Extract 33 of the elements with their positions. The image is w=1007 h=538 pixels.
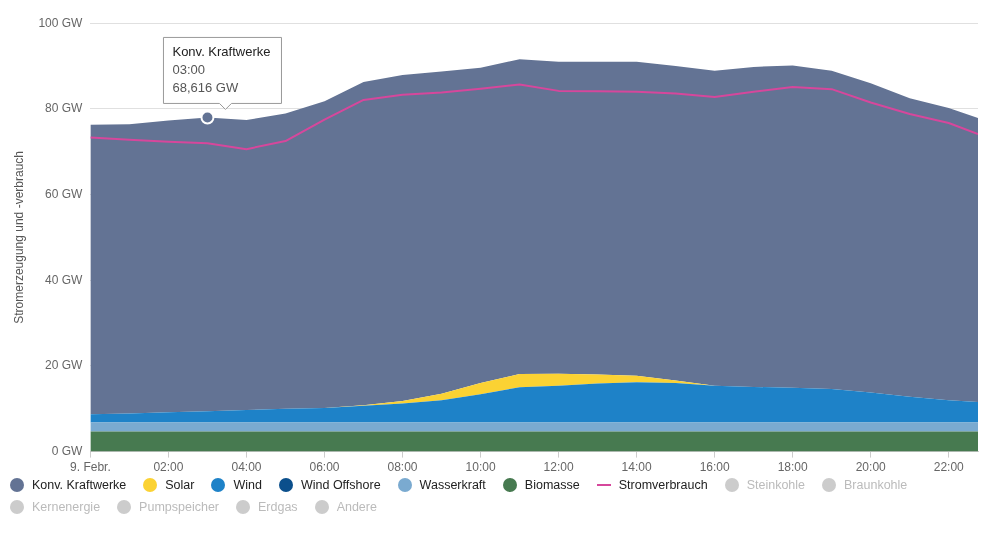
y-tick-label: 0 GW	[51, 443, 84, 458]
x-tick-label: 20:00	[855, 460, 887, 475]
x-tick-label: 9. Febr.	[70, 460, 111, 475]
y-tick-label: 20 GW	[45, 358, 84, 373]
legend-label: Wind Offshore	[300, 478, 381, 492]
annotation: Konv. Kraftwerke 03:00 68,616 GW	[172, 43, 271, 95]
legend-label: Braunkohle	[844, 478, 908, 492]
legend-label: Andere	[336, 500, 377, 514]
x-tick-label: 04:00	[231, 460, 262, 475]
legend-label: Stromverbrauch	[618, 478, 708, 492]
x-tick-label: 14:00	[621, 460, 652, 475]
y-tick-label: 80 GW	[45, 101, 84, 116]
y-axis-title: Stromerzeugung und -verbrauch	[11, 151, 26, 324]
legend-label: Steinkohle	[746, 478, 806, 492]
legend-label: Wind	[233, 478, 262, 492]
y-tick-label: 40 GW	[45, 272, 84, 287]
legend-label: Solar	[165, 478, 195, 492]
y-tick-label: 100 GW	[38, 15, 84, 30]
x-tick-label: 08:00	[387, 460, 418, 475]
legend-label: Konv. Kraftwerke	[32, 478, 127, 492]
legend-label: Wasserkraft	[419, 478, 486, 492]
x-tick-label: 02:00	[153, 460, 184, 475]
x-tick-label: 22:00	[933, 460, 965, 475]
x-tick-label: 18:00	[777, 460, 809, 475]
x-tick-label: 10:00	[465, 460, 496, 475]
y-tick-label: 60 GW	[45, 186, 84, 201]
legend-label: Erdgas	[258, 500, 298, 514]
legend-label: Biomasse	[524, 478, 580, 492]
x-tick-label: 06:00	[309, 460, 340, 475]
legend-label: Kernenergie	[32, 500, 101, 514]
legend-label: Pumpspeicher	[139, 500, 220, 514]
x-tick-label: 16:00	[699, 460, 730, 475]
x-tick-label: 12:00	[543, 460, 574, 475]
